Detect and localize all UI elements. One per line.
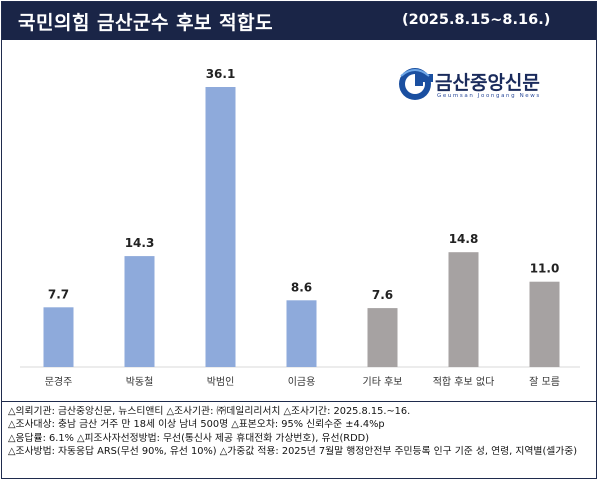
bar-5 xyxy=(367,308,398,367)
bar-2 xyxy=(124,256,155,367)
bar-chart-svg: 7.7 문경주 14.3 박동철 36.1 박범인 8.6 이금용 7.6 기타 후보 14.8 적합… xyxy=(20,67,580,388)
note-line: △의뢰기관: 금산중앙신문, 뉴스티앤티 △조사기관: ㈜데일리리서치 △조사기… xyxy=(8,406,411,417)
bar-6 xyxy=(448,252,479,367)
category-label: 문경주 xyxy=(45,375,73,388)
category-label: 기타 후보 xyxy=(363,376,403,388)
bar-value-label: 36.1 xyxy=(206,67,236,81)
bar-1 xyxy=(43,307,74,367)
bar-7 xyxy=(529,281,560,367)
bar-value-label: 11.0 xyxy=(530,262,560,276)
bar-3 xyxy=(205,87,236,367)
bar-value-label: 7.6 xyxy=(372,288,393,302)
header-bar: 국민의힘 금산군수 후보 적합도 (2025.8.15~8.16.) xyxy=(2,2,596,40)
category-label: 이금용 xyxy=(288,376,316,388)
category-label: 박동철 xyxy=(126,376,154,388)
logo-subtext: Geumsan Joongang News xyxy=(437,93,541,99)
survey-period: (2025.8.15~8.16.) xyxy=(402,12,551,28)
bar-value-label: 8.6 xyxy=(291,280,312,294)
g-logo-icon xyxy=(399,68,433,100)
note-line: △조사방법: 자동응답 ARS(무선 90%, 유선 10%) △가중값 적용:… xyxy=(8,446,578,458)
category-label: 잘 모름 xyxy=(529,376,560,388)
bar-value-label: 14.3 xyxy=(125,236,155,250)
category-label: 박범인 xyxy=(207,376,235,388)
note-line: △응답률: 6.1% △피조사자선정방법: 무선(통신사 제공 휴대전화 가상번… xyxy=(8,432,370,444)
category-label: 적합 후보 없다 xyxy=(433,375,495,388)
logo-text: 금산중앙신문 xyxy=(435,72,540,94)
survey-notes: △의뢰기관: 금산중앙신문, 뉴스티앤티 △조사기관: ㈜데일리리서치 △조사기… xyxy=(2,401,596,480)
chart-title: 국민의힘 금산군수 후보 적합도 xyxy=(18,12,274,34)
note-line: △조사대상: 충남 금산 거주 만 18세 이상 남녀 500명 △표본오차: … xyxy=(8,419,385,431)
bar-chart: 7.7 문경주 14.3 박동철 36.1 박범인 8.6 이금용 7.6 기타 후보 14.8 적합… xyxy=(2,40,598,402)
publisher-logo: 금산중앙신문 Geumsan Joongang News xyxy=(397,64,577,104)
bar-4 xyxy=(286,300,317,367)
bar-value-label: 7.7 xyxy=(48,287,69,301)
bar-value-label: 14.8 xyxy=(449,232,479,246)
